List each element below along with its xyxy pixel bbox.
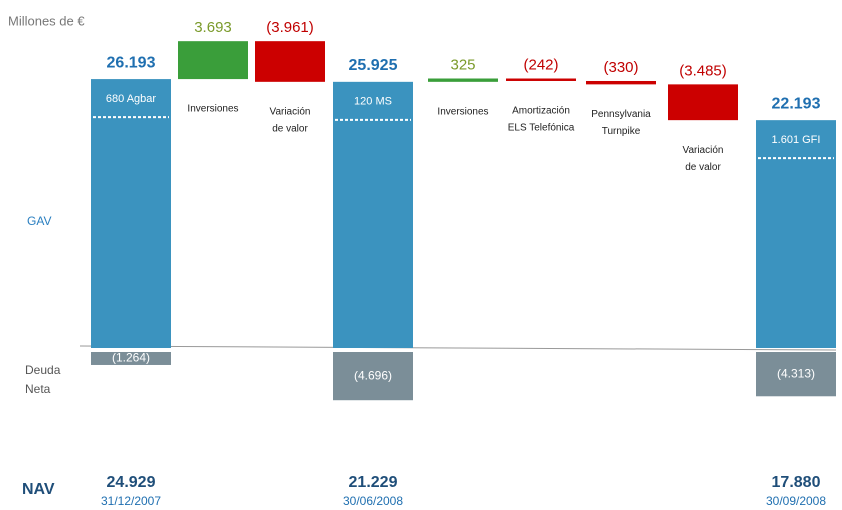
nav-value: 17.880 <box>772 474 821 491</box>
debt-bar <box>333 352 413 401</box>
nav-value: 21.229 <box>349 474 398 491</box>
debt-label: Deuda <box>25 363 61 377</box>
nav-label: NAV <box>22 481 55 498</box>
change-label: 3.693 <box>194 19 232 36</box>
total-label: 26.193 <box>107 54 156 71</box>
step-name: Inversiones <box>187 104 238 115</box>
nav-date: 30/09/2008 <box>766 494 826 508</box>
baseline <box>79 345 837 351</box>
bar-note: 1.601 GFI <box>772 134 821 146</box>
nav-value: 24.929 <box>107 474 156 491</box>
total-bar <box>91 79 171 348</box>
debt-value: (1.264) <box>112 351 150 365</box>
step-name: Amortización <box>512 106 570 117</box>
change-label: (3.961) <box>266 19 314 36</box>
bar-note: 680 Agbar <box>106 93 156 105</box>
step-name: Pennsylvania <box>591 109 651 120</box>
step-name: de valor <box>685 162 721 173</box>
nav-date: 31/12/2007 <box>101 494 161 508</box>
change-label: 325 <box>450 56 475 73</box>
step-name: Variación <box>683 145 724 156</box>
change-bar <box>586 80 656 85</box>
change-label: (242) <box>523 56 558 73</box>
step-name: Turnpike <box>602 126 641 137</box>
change-bar <box>255 41 325 82</box>
bar-note: 120 MS <box>354 96 392 108</box>
total-label: 25.925 <box>349 57 398 74</box>
change-label: (330) <box>603 59 638 76</box>
debt-value: (4.696) <box>354 368 392 382</box>
debt-value: (4.313) <box>777 366 815 380</box>
change-bar <box>668 84 738 121</box>
change-bar <box>506 78 576 81</box>
step-name: Variación <box>270 106 311 117</box>
total-label: 22.193 <box>772 95 821 112</box>
debt-bar <box>91 352 171 365</box>
gav-label: GAV <box>27 214 51 228</box>
total-bar <box>333 81 413 348</box>
change-label: (3.485) <box>679 62 727 79</box>
change-bar <box>178 41 248 80</box>
step-name: de valor <box>272 123 308 134</box>
step-name: Inversiones <box>437 106 488 117</box>
change-bar <box>428 78 498 82</box>
debt-label: Neta <box>25 382 51 396</box>
total-bar <box>756 120 836 349</box>
debt-bar <box>756 352 836 397</box>
unit-label: Millones de € <box>8 13 85 28</box>
step-name: ELS Telefónica <box>508 123 575 134</box>
nav-date: 30/06/2008 <box>343 494 403 508</box>
